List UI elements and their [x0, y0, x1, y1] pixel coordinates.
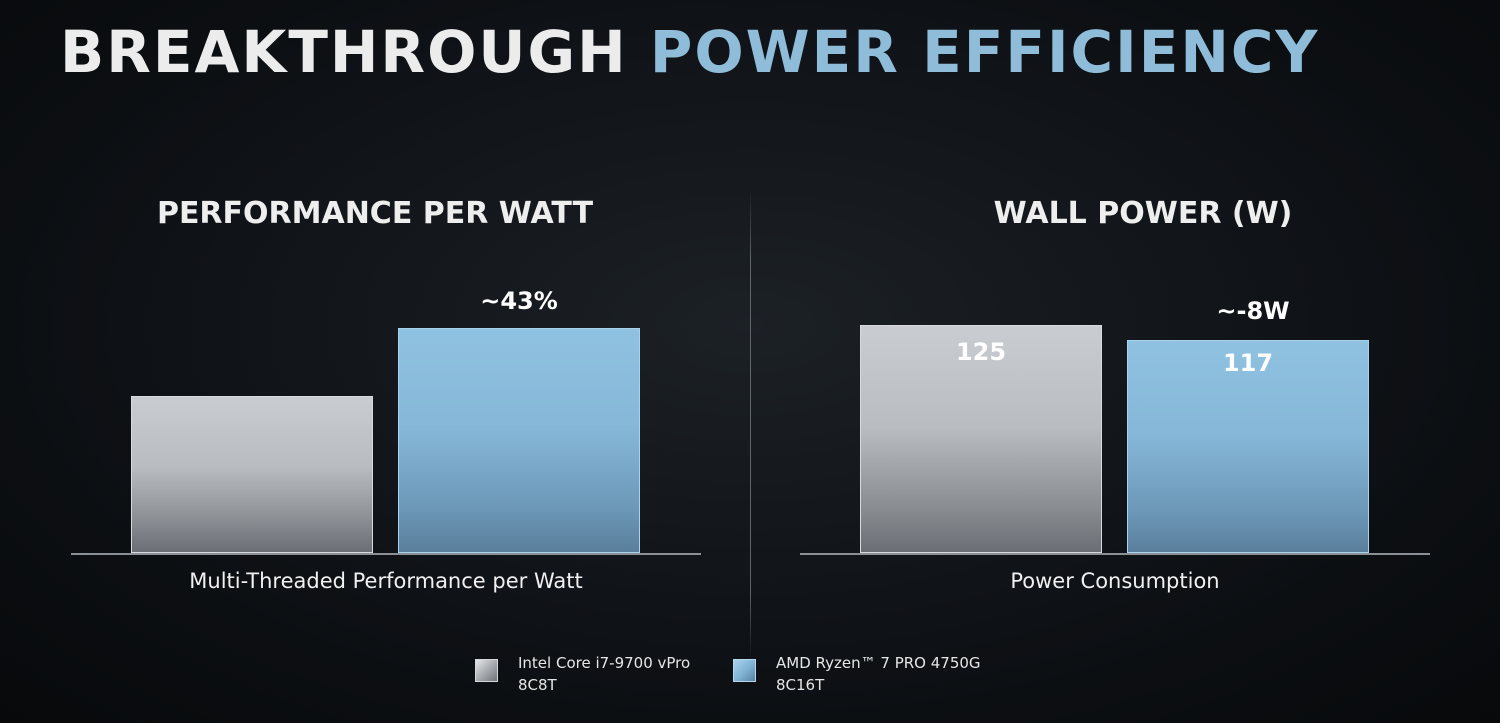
chart-divider: [750, 190, 751, 660]
legend-amd-name: AMD Ryzen™ 7 PRO 4750G: [776, 654, 981, 672]
wall-power-title: WALL POWER (W): [993, 196, 1293, 231]
power-delta-annotation: ~-8W: [1216, 297, 1290, 325]
title-part-1: BREAKTHROUGH: [60, 18, 628, 86]
wall-power-category-label: Power Consumption: [1010, 569, 1220, 593]
legend-label-amd: AMD Ryzen™ 7 PRO 4750G 8C16T: [776, 652, 981, 696]
intel-power-bar: [860, 325, 1102, 553]
perf-gain-annotation: ~43%: [480, 287, 558, 315]
intel-perf-bar: [131, 396, 373, 553]
legend-intel-cores: 8C8T: [518, 676, 557, 694]
legend-intel-name: Intel Core i7-9700 vPro: [518, 654, 691, 672]
wall-power-baseline: [800, 553, 1430, 555]
amd-swatch: [733, 659, 756, 682]
perf-per-watt-baseline: [71, 553, 701, 555]
amd-perf-bar: [398, 328, 640, 553]
legend-amd-cores: 8C16T: [776, 676, 825, 694]
amd-power-bar: [1127, 340, 1369, 553]
legend-label-intel: Intel Core i7-9700 vPro 8C8T: [518, 652, 690, 696]
perf-per-watt-title: PERFORMANCE PER WATT: [156, 196, 594, 231]
amd-power-value-label: 117: [1222, 349, 1274, 377]
perf-per-watt-category-label: Multi-Threaded Performance per Watt: [189, 569, 583, 593]
title-part-2: POWER EFFICIENCY: [649, 18, 1320, 86]
intel-power-value-label: 125: [955, 338, 1007, 366]
page-title: BREAKTHROUGH POWER EFFICIENCY: [60, 16, 1319, 88]
intel-swatch: [475, 659, 498, 682]
